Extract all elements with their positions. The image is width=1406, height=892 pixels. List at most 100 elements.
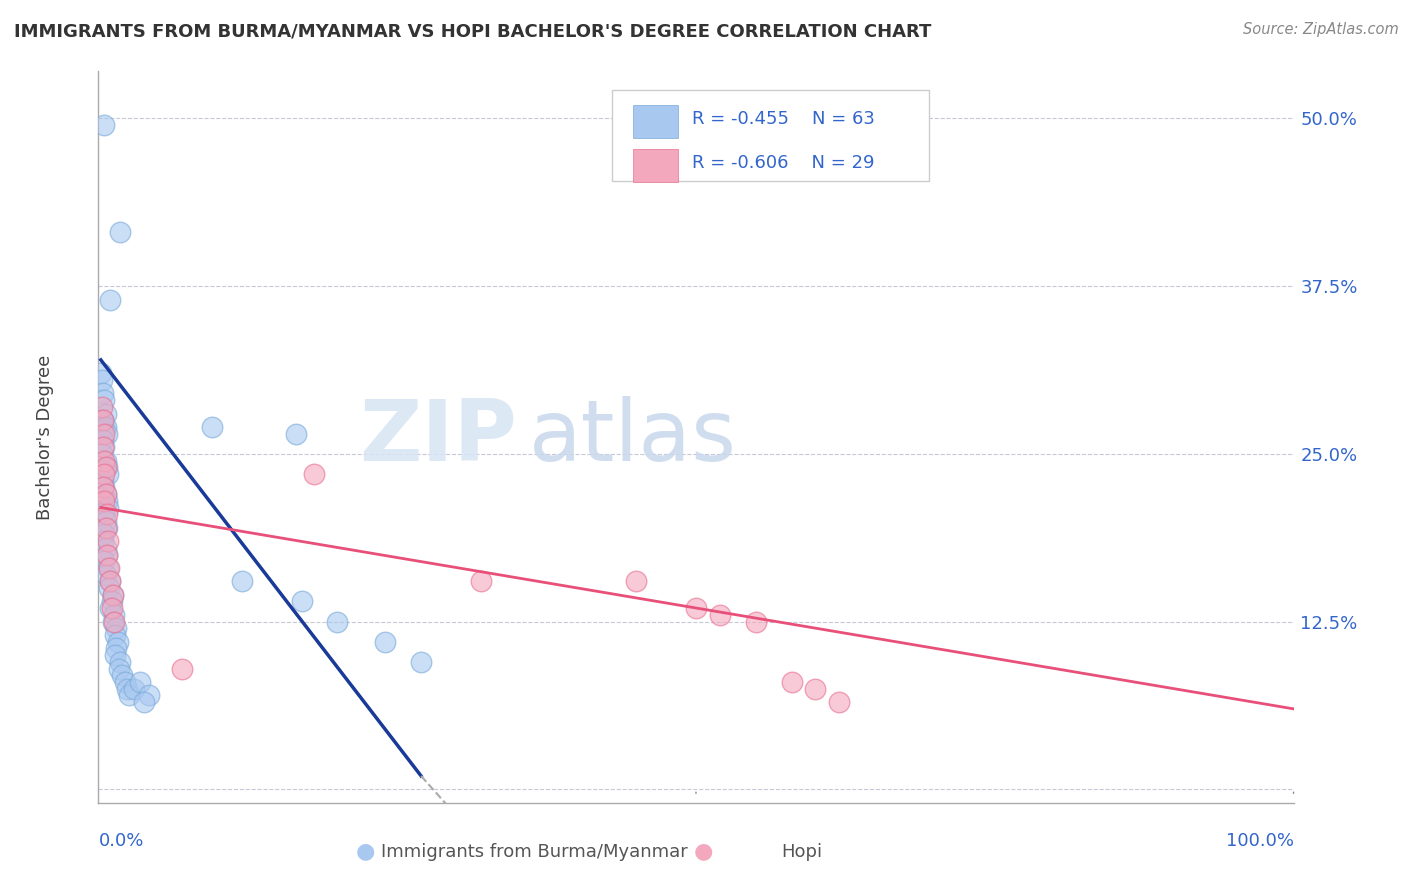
Point xyxy=(96,521,118,535)
Point xyxy=(94,521,117,535)
Text: atlas: atlas xyxy=(529,395,737,479)
Text: R = -0.606    N = 29: R = -0.606 N = 29 xyxy=(692,153,875,172)
Text: Hopi: Hopi xyxy=(780,843,823,861)
Text: 0.0%: 0.0% xyxy=(98,832,143,850)
Point xyxy=(104,628,127,642)
Point xyxy=(96,460,118,475)
Point xyxy=(94,407,117,421)
Point xyxy=(101,588,124,602)
Point xyxy=(94,514,117,528)
Point xyxy=(98,601,122,615)
Text: 100.0%: 100.0% xyxy=(1226,832,1294,850)
Point xyxy=(98,581,121,595)
Point xyxy=(90,367,112,381)
Point xyxy=(98,574,122,589)
Point xyxy=(103,607,125,622)
Point xyxy=(94,487,117,501)
Point xyxy=(91,434,114,448)
Point xyxy=(91,400,114,414)
Point xyxy=(326,615,349,629)
Point xyxy=(91,440,114,454)
Point xyxy=(91,480,114,494)
Point xyxy=(94,453,117,467)
Text: ●: ● xyxy=(693,841,713,861)
Point xyxy=(374,634,396,648)
Point xyxy=(91,474,114,488)
Point xyxy=(828,695,851,709)
Point xyxy=(98,574,122,589)
Point xyxy=(132,695,155,709)
Point xyxy=(129,675,152,690)
Point xyxy=(93,453,115,467)
Point xyxy=(97,500,120,515)
Point xyxy=(96,426,118,441)
Point xyxy=(98,561,121,575)
Point xyxy=(709,607,731,622)
Point xyxy=(91,386,114,401)
Point xyxy=(138,689,160,703)
Point xyxy=(103,615,125,629)
Point xyxy=(780,675,803,690)
Point xyxy=(804,681,827,696)
Point xyxy=(96,493,118,508)
Point xyxy=(93,527,115,541)
Point xyxy=(104,648,127,662)
Point xyxy=(231,574,253,589)
Point xyxy=(284,426,307,441)
Point xyxy=(108,226,131,240)
Point xyxy=(111,668,134,682)
Point xyxy=(114,675,136,690)
Point xyxy=(93,393,115,408)
Point xyxy=(96,508,118,522)
Text: Immigrants from Burma/Myanmar: Immigrants from Burma/Myanmar xyxy=(381,843,688,861)
Point xyxy=(93,554,115,568)
Point xyxy=(100,601,122,615)
Point xyxy=(93,420,115,434)
Text: ZIP: ZIP xyxy=(359,395,517,479)
Point xyxy=(290,594,312,608)
Point xyxy=(685,601,707,615)
Point xyxy=(105,621,128,635)
Point xyxy=(172,662,194,676)
Point xyxy=(94,541,117,555)
Point xyxy=(745,615,768,629)
Point xyxy=(96,548,118,562)
Point xyxy=(201,420,224,434)
Point xyxy=(93,426,115,441)
Text: Source: ZipAtlas.com: Source: ZipAtlas.com xyxy=(1243,22,1399,37)
Point xyxy=(97,534,120,549)
Point xyxy=(105,641,128,656)
Point xyxy=(93,508,115,522)
Point xyxy=(93,440,115,454)
Point xyxy=(115,681,138,696)
Point xyxy=(470,574,492,589)
Point xyxy=(108,655,131,669)
Point xyxy=(93,480,115,494)
Point xyxy=(101,588,124,602)
Point xyxy=(93,493,115,508)
Point xyxy=(91,447,114,461)
Text: Bachelor's Degree: Bachelor's Degree xyxy=(35,354,53,520)
Point xyxy=(91,373,114,387)
Point xyxy=(97,561,120,575)
Point xyxy=(124,681,146,696)
Point xyxy=(94,567,117,582)
Point xyxy=(98,293,122,307)
Point xyxy=(96,548,118,562)
Point xyxy=(101,615,124,629)
Point xyxy=(91,534,114,549)
Point xyxy=(107,634,129,648)
Point xyxy=(93,467,115,481)
Point xyxy=(91,413,114,427)
Point xyxy=(91,413,114,427)
FancyBboxPatch shape xyxy=(612,90,929,181)
Text: R = -0.455    N = 63: R = -0.455 N = 63 xyxy=(692,110,876,128)
Point xyxy=(93,118,115,132)
Point xyxy=(94,487,117,501)
Text: IMMIGRANTS FROM BURMA/MYANMAR VS HOPI BACHELOR'S DEGREE CORRELATION CHART: IMMIGRANTS FROM BURMA/MYANMAR VS HOPI BA… xyxy=(14,22,931,40)
Point xyxy=(100,594,122,608)
Point xyxy=(411,655,433,669)
Point xyxy=(118,689,141,703)
Point xyxy=(302,467,325,481)
Bar xyxy=(633,105,678,138)
